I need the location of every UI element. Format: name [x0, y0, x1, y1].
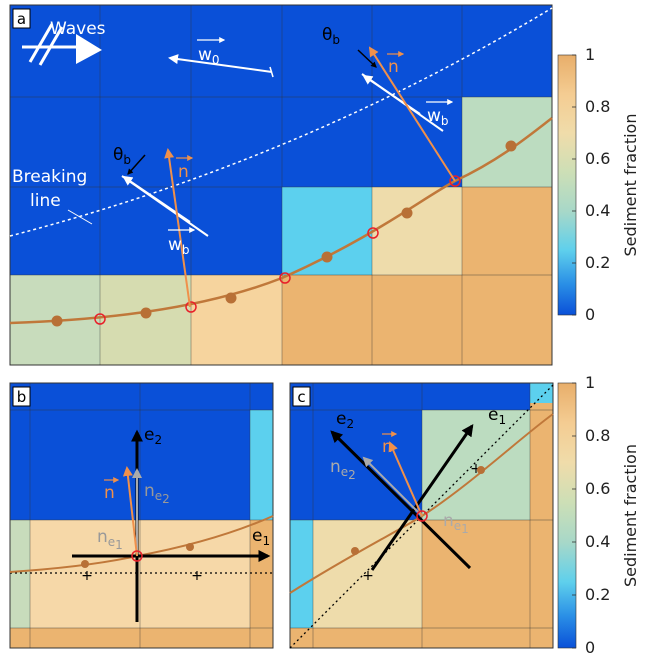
- colorbar-tick-label: 0.2: [585, 253, 610, 272]
- panel-label-box: [12, 386, 31, 407]
- panel-label-box: [12, 8, 31, 29]
- ne2-label: ne2: [330, 457, 356, 482]
- n-label: n: [388, 57, 399, 77]
- cell: [530, 383, 553, 403]
- theta-label: θb: [113, 145, 131, 167]
- cell: [530, 403, 553, 648]
- colorbar-tick-label: 0.6: [585, 479, 610, 498]
- colorbar-tick-label: 0.2: [585, 585, 610, 604]
- normal-arrow: [368, 46, 456, 182]
- coastline: [9, 117, 553, 325]
- theta-label: θb: [322, 25, 340, 47]
- cell: [10, 520, 30, 628]
- angle-arrow: [357, 49, 377, 68]
- cell: [313, 520, 422, 628]
- colorbar: [557, 382, 577, 649]
- edge-nodes: [94, 175, 461, 325]
- waves-arrowhead: [76, 34, 102, 64]
- wb-arrow: [362, 74, 421, 115]
- normal-arrow: [164, 148, 191, 308]
- waves-icon: [22, 23, 82, 66]
- n-label: n: [104, 483, 115, 503]
- colorbar-label: Sediment fraction: [621, 444, 640, 587]
- breaking-line-label: Breaking: [12, 167, 87, 187]
- panel-a: Waves w0 Breaking line θb n wb θb n wb a: [9, 4, 553, 366]
- w0-arrow: [168, 54, 273, 73]
- ne1-label: ne1: [443, 511, 469, 536]
- panel-c: + + e2 e1 n ne2 ne1 c: [289, 382, 554, 649]
- waves-label: Waves: [50, 19, 106, 39]
- plus-marker: +: [81, 568, 93, 584]
- panel-b: + + e2 e1 n ne2 ne1 b: [9, 382, 274, 649]
- angle-arrow: [127, 154, 146, 175]
- e1-axis: [370, 424, 474, 571]
- cell: [290, 628, 553, 648]
- breaking-line-label: line: [30, 191, 61, 211]
- colorbar-tick-label: 1: [585, 45, 595, 64]
- colorbar-tick-label: 0.4: [585, 532, 610, 551]
- cell: [462, 97, 552, 187]
- ne1-label: ne1: [97, 527, 123, 552]
- wb-label: wb: [168, 235, 190, 257]
- panel-label-box: [292, 386, 311, 407]
- cell: [372, 187, 462, 275]
- nodes: [51, 140, 517, 327]
- arrow-tail: [269, 66, 274, 78]
- n-label: n: [382, 437, 393, 457]
- wb-arrow: [122, 175, 191, 223]
- colorbar: [557, 54, 577, 316]
- normal-arrow: [388, 441, 423, 517]
- leader: [67, 209, 93, 225]
- normal-arrow: [122, 466, 138, 557]
- frame: [9, 4, 553, 366]
- colorbar-tick-label: 0.8: [585, 426, 610, 445]
- colorbar-tick-label: 0: [585, 305, 595, 324]
- node: [477, 466, 485, 474]
- cell: [462, 187, 552, 275]
- ne2-arrow: [362, 456, 423, 517]
- plus-marker: +: [470, 461, 482, 477]
- frame: [9, 382, 274, 649]
- wb-label: wb: [427, 106, 449, 128]
- node: [81, 560, 89, 568]
- e2-label: e2: [336, 409, 354, 431]
- cell: [10, 628, 273, 648]
- cell: [282, 275, 552, 365]
- colorbar-tick-label: 0.6: [585, 149, 610, 168]
- cell: [100, 275, 191, 365]
- edge-node: [131, 550, 143, 562]
- colorbar-tick-label: 0.8: [585, 97, 610, 116]
- colorbar-label: Sediment fraction: [621, 114, 640, 257]
- cell: [290, 520, 313, 628]
- colorbar-tick-label: 0.4: [585, 201, 610, 220]
- breaking-line: [9, 7, 553, 237]
- frame: [289, 382, 554, 649]
- panel-label: a: [17, 10, 26, 28]
- e1-label: e1: [488, 405, 506, 427]
- e2-label: e2: [144, 425, 162, 447]
- panel-label: b: [17, 388, 27, 406]
- colorbar-tick-label: 1: [585, 373, 595, 392]
- edge-node: [416, 510, 428, 522]
- plus-marker: +: [362, 568, 374, 584]
- grid: [10, 383, 273, 648]
- cell: [422, 410, 530, 520]
- plus-marker: +: [191, 568, 203, 584]
- e1-label: e1: [252, 526, 270, 548]
- n-label: n: [178, 162, 189, 182]
- panel-label: c: [297, 388, 305, 406]
- cell: [191, 275, 282, 365]
- node: [186, 543, 194, 551]
- node: [351, 547, 359, 555]
- e2-axis: [330, 430, 472, 570]
- cell: [250, 410, 273, 520]
- w0-label: w0: [198, 45, 220, 67]
- ne2-label: ne2: [144, 481, 170, 506]
- colorbar-tick-label: 0: [585, 638, 595, 657]
